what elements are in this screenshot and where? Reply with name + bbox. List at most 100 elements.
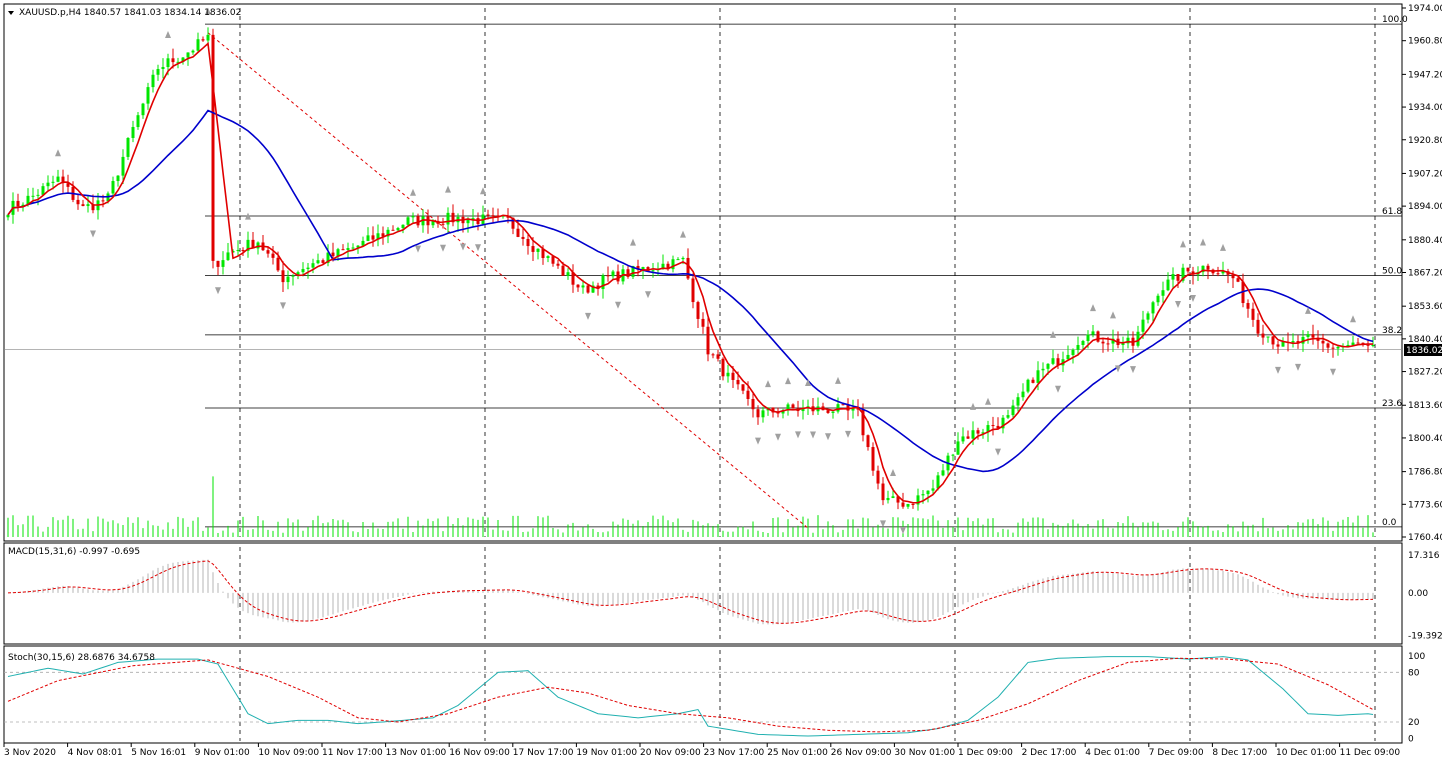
price-tick-label: 1894.00 [1408, 202, 1442, 212]
candle-body [866, 435, 870, 448]
candle-body [216, 260, 220, 267]
fractal-down-icon [415, 245, 421, 253]
candle-body [356, 245, 360, 248]
candle-body [366, 235, 370, 241]
candle-body [1136, 331, 1140, 346]
candle-body [631, 265, 635, 277]
candle-body [1266, 336, 1270, 338]
fractal-down-icon [755, 437, 761, 445]
time-tick-label: 11 Dec 09:00 [1340, 748, 1401, 758]
candle-body [791, 404, 795, 409]
candle-body [376, 233, 380, 240]
candle-body [971, 430, 975, 439]
candle-body [511, 217, 515, 229]
candle-body [1181, 267, 1185, 281]
price-tick-label: 1786.80 [1408, 468, 1442, 478]
candle-body [941, 470, 945, 476]
candle-body [751, 398, 755, 410]
candle-body [1346, 344, 1350, 347]
candle-body [761, 410, 765, 418]
candle-body [926, 490, 930, 495]
candle-body [1306, 334, 1310, 337]
candle-body [491, 215, 495, 217]
stoch-tick-label: 100 [1408, 652, 1425, 662]
fractal-down-icon [1130, 366, 1136, 374]
candle-body [126, 137, 130, 157]
candle-body [861, 408, 865, 436]
candles-layer [6, 27, 1375, 511]
candle-body [956, 441, 960, 455]
candle-body [531, 246, 535, 252]
stochastic-layer [4, 656, 1402, 737]
candle-body [1126, 337, 1130, 344]
fib-level-label: 61.8 [1382, 207, 1402, 217]
candle-body [451, 212, 455, 223]
candle-body [1091, 331, 1095, 335]
candle-body [586, 285, 590, 293]
fractal-down-icon [845, 430, 851, 438]
candle-body [116, 175, 120, 182]
candle-body [1281, 342, 1285, 347]
candle-body [536, 248, 540, 252]
candle-body [196, 39, 200, 51]
candle-body [1046, 363, 1050, 369]
candle-body [66, 183, 70, 187]
candle-body [1086, 334, 1090, 341]
candle-body [381, 233, 385, 237]
candle-body [1121, 343, 1125, 346]
candle-body [1356, 342, 1360, 344]
macd-tick-label: 0.00 [1408, 589, 1428, 599]
macd-label: MACD(15,31,6) -0.997 -0.695 [8, 547, 140, 557]
fractal-down-icon [1330, 368, 1336, 376]
candle-body [211, 34, 215, 261]
candle-body [1256, 319, 1260, 334]
candle-body [1271, 336, 1275, 345]
candle-body [551, 256, 555, 264]
fractal-up-icon [680, 230, 686, 238]
stoch-tick-label: 0 [1408, 735, 1414, 745]
fractal-down-icon [1190, 294, 1196, 302]
candle-body [156, 69, 160, 75]
candle-body [166, 58, 170, 68]
candle-body [466, 219, 470, 224]
candle-body [896, 496, 900, 503]
candle-body [1326, 343, 1330, 348]
time-tick-label: 16 Nov 09:00 [449, 748, 510, 758]
candle-body [266, 250, 270, 254]
candle-body [961, 436, 965, 442]
price-tick-label: 1813.60 [1408, 401, 1442, 411]
fractal-up-icon [970, 402, 976, 410]
time-tick-label: 17 Nov 17:00 [513, 748, 574, 758]
candle-body [1016, 397, 1020, 406]
candle-body [881, 483, 885, 501]
candle-body [836, 404, 840, 412]
candle-body [1216, 273, 1220, 275]
fractal-up-icon [1350, 315, 1356, 323]
chart-header: XAUUSD.p,H4 1840.57 1841.03 1834.14 1836… [8, 8, 241, 18]
fractal-up-icon [445, 185, 451, 193]
candle-body [1031, 379, 1035, 383]
candle-body [576, 284, 580, 288]
fib-level-label: 23.6 [1382, 399, 1402, 409]
candle-body [341, 249, 345, 251]
candle-body [666, 263, 670, 270]
time-tick-label: 11 Nov 17:00 [322, 748, 383, 758]
candle-body [626, 269, 630, 277]
candle-body [566, 272, 570, 276]
candle-body [61, 176, 65, 184]
candle-body [1066, 354, 1070, 360]
dropdown-triangle-icon[interactable] [8, 11, 14, 15]
candle-body [86, 204, 90, 207]
candle-body [676, 259, 680, 261]
fractal-down-icon [810, 431, 816, 439]
candle-body [331, 252, 335, 257]
current-price-text: 1836.02 [1406, 346, 1442, 356]
candle-body [1246, 303, 1250, 309]
candle-body [206, 34, 210, 41]
candle-body [831, 411, 835, 413]
fractal-down-icon [90, 230, 96, 238]
candle-body [1276, 344, 1280, 347]
price-tick-label: 1800.40 [1408, 434, 1442, 444]
stoch-label: Stoch(30,15,6) 28.6876 34.6758 [8, 653, 155, 663]
candle-body [591, 285, 595, 293]
